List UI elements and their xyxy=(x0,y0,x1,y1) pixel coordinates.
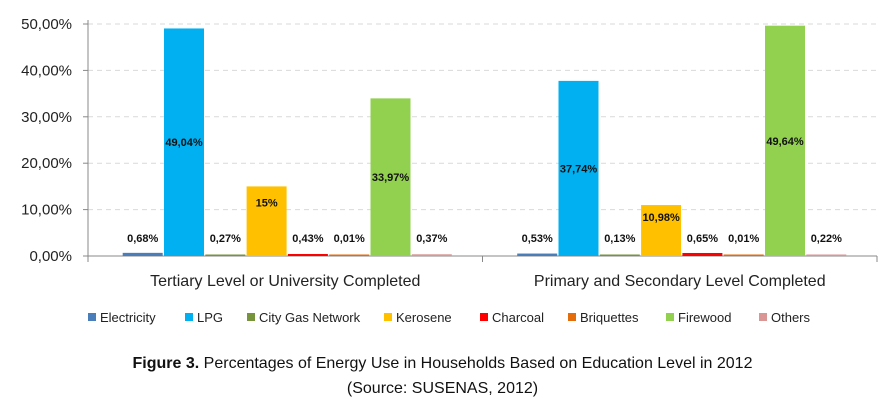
legend-label: Kerosene xyxy=(396,310,452,325)
data-label: 0,43% xyxy=(292,233,323,245)
energy-use-bar-chart: 0,00% 10,00% 20,00% 30,00% 40,00% 50,00% 0,68%… xyxy=(21,16,878,325)
y-tick-label: 40,00% xyxy=(21,62,72,79)
bar-electricity xyxy=(122,252,163,256)
bar-charcoal xyxy=(287,254,328,256)
figure-title: Percentages of Energy Use in Households … xyxy=(199,355,753,372)
bar-electricity xyxy=(517,253,558,256)
bar-city-gas-network xyxy=(599,254,640,256)
bar-others xyxy=(411,254,452,256)
data-label: 49,04% xyxy=(165,137,203,149)
legend-label: LPG xyxy=(197,310,223,325)
category-label: Primary and Secondary Level Completed xyxy=(534,273,826,290)
data-label: 33,97% xyxy=(372,172,410,184)
y-tick-label: 50,00% xyxy=(21,16,72,33)
y-tick-label: 20,00% xyxy=(21,155,72,172)
category-label: Tertiary Level or University Completed xyxy=(150,273,420,290)
data-label: 0,65% xyxy=(687,233,718,245)
legend-label: Others xyxy=(771,310,811,325)
data-label: 49,64% xyxy=(766,136,804,148)
bar-charcoal xyxy=(682,252,723,256)
legend-swatch xyxy=(666,313,674,321)
bar-others xyxy=(806,254,847,256)
bar-firewood xyxy=(765,25,805,257)
y-tick-label: 10,00% xyxy=(21,202,72,219)
data-label: 0,13% xyxy=(604,233,635,245)
figure-source: (Source: SUSENAS, 2012) xyxy=(346,380,539,397)
legend-swatch xyxy=(384,313,392,321)
legend-label: Briquettes xyxy=(580,310,639,325)
bar-city-gas-network xyxy=(205,254,246,256)
legend-label: City Gas Network xyxy=(259,310,361,325)
y-tick-label: 0,00% xyxy=(29,248,72,265)
data-label: 0,01% xyxy=(728,233,759,245)
legend-swatch xyxy=(247,313,255,321)
data-label: 37,74% xyxy=(560,163,598,175)
legend-swatch xyxy=(480,313,488,321)
bar-briquettes xyxy=(723,254,764,256)
legend-swatch xyxy=(759,313,767,321)
data-label: 0,68% xyxy=(127,233,158,245)
data-label: 0,01% xyxy=(334,233,365,245)
data-label: 0,37% xyxy=(416,233,447,245)
bar-lpg xyxy=(558,80,599,256)
bar-lpg xyxy=(164,28,204,256)
bar-firewood xyxy=(370,98,411,256)
legend-label: Firewood xyxy=(678,310,731,325)
legend-swatch xyxy=(185,313,193,321)
data-label: 10,98% xyxy=(642,212,680,224)
figure-caption: Figure 3. Percentages of Energy Use in H… xyxy=(0,355,885,373)
bar-kerosene xyxy=(641,205,682,256)
data-label: 0,27% xyxy=(210,233,241,245)
legend-label: Electricity xyxy=(100,310,156,325)
data-label: 0,22% xyxy=(811,233,842,245)
bar-briquettes xyxy=(329,254,370,256)
legend-swatch xyxy=(88,313,96,321)
data-label: 0,53% xyxy=(522,233,553,245)
data-label: 15% xyxy=(256,197,278,209)
figure-label: Figure 3. xyxy=(132,355,200,372)
legend-label: Charcoal xyxy=(492,310,544,325)
legend-swatch xyxy=(568,313,576,321)
y-tick-label: 30,00% xyxy=(21,109,72,126)
bar-kerosene xyxy=(246,186,287,256)
